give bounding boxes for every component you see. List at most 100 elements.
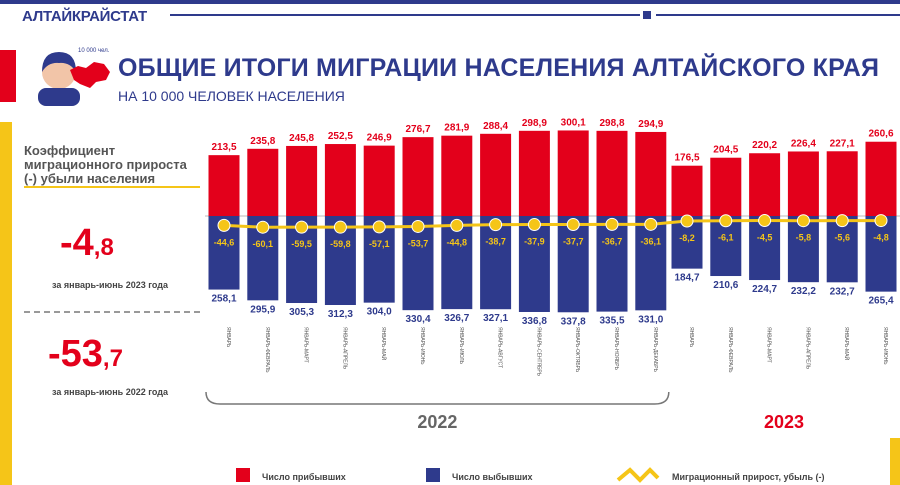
stat-divider [24,311,200,313]
legend-departures-label: Число выбывших [452,472,533,482]
arrivals-value-label: 252,5 [328,131,353,142]
growth-point [605,217,619,231]
departures-bar [635,216,667,311]
departures-value-label: 337,8 [561,316,586,327]
category-tick-label: ЯНВАРЬ-МАЙ [843,327,851,361]
arrivals-bar [635,131,667,216]
yellow-accent-strip [0,122,12,485]
growth-value-label: -59,8 [330,239,351,249]
group-label-2022: 2022 [417,412,457,432]
departures-value-label: 336,8 [522,316,547,327]
departures-value-label: 305,3 [289,307,314,318]
arrivals-bar [324,144,356,216]
category-tick-label: ЯНВАРЬ [688,327,694,348]
coefficient-label: Коэффициент миграционного прироста (-) у… [24,143,187,186]
header-rule-right [656,14,900,16]
departures-bar [865,216,897,292]
arrivals-bar [441,135,473,216]
growth-value-label: -37,7 [563,237,584,247]
arrivals-bar [286,145,318,216]
departures-value-label: 232,2 [791,286,816,297]
category-tick-label: ЯНВАРЬ-АПРЕЛЬ [804,327,810,370]
departures-value-label: 330,4 [405,314,430,325]
category-tick-label: ЯНВАРЬ-СЕНТЯБРЬ [535,327,541,377]
growth-value-label: -37,9 [524,237,545,247]
group-label-2023: 2023 [764,412,804,432]
header-square [643,11,651,19]
arrivals-value-label: 260,6 [868,129,893,140]
stat-2023-value: -4,8 [60,222,114,264]
departures-value-label: 335,5 [599,316,624,327]
departures-value-label: 295,9 [250,304,275,315]
growth-point [758,214,772,228]
person-map-icon: 10 000 чел. [38,48,110,106]
growth-point [411,219,425,233]
growth-value-label: -38,7 [485,237,506,247]
category-tick-label: ЯНВАРЬ-ОКТЯБРЬ [574,327,580,373]
departures-value-label: 304,0 [367,307,392,318]
arrivals-bar [518,130,550,216]
category-tick-label: ЯНВАРЬ-ФЕВРАЛЬ [264,327,270,373]
arrivals-value-label: 245,8 [289,133,314,144]
arrivals-value-label: 204,5 [713,145,738,156]
legend-growth-swatch [616,467,660,483]
growth-point [719,214,733,228]
growth-point [835,214,849,228]
page-title: ОБЩИЕ ИТОГИ МИГРАЦИИ НАСЕЛЕНИЯ АЛТАЙСКОГ… [118,54,880,82]
stat-2022-caption: за январь-июнь 2022 года [52,387,168,397]
arrivals-bar [826,151,858,216]
category-tick-label: ЯНВАРЬ-ФЕВРАЛЬ [727,327,733,373]
growth-value-label: -4,5 [757,233,773,243]
arrivals-value-label: 227,1 [830,138,855,149]
bracket-2022 [205,391,670,405]
page-subtitle: НА 10 000 ЧЕЛОВЕК НАСЕЛЕНИЯ [118,88,345,104]
growth-point [874,214,888,228]
arrivals-bar [208,155,240,216]
departures-value-label: 258,1 [211,294,236,305]
arrivals-bar [247,148,279,216]
category-tick-label: ЯНВАРЬ [225,327,231,348]
arrivals-value-label: 300,1 [561,117,586,128]
growth-point [333,220,347,234]
arrivals-bar [557,130,589,216]
stat-2023-caption: за январь-июнь 2023 года [52,280,168,290]
arrivals-bar [710,157,742,216]
arrivals-bar [402,137,434,216]
category-tick-label: ЯНВАРЬ-НОЯБРЬ [613,327,619,371]
growth-point [489,218,503,232]
growth-value-label: -59,5 [291,239,312,249]
growth-point [256,220,270,234]
growth-point [644,217,658,231]
arrivals-value-label: 298,8 [599,118,624,129]
stat-2022-value: -53,7 [48,333,123,375]
arrivals-value-label: 235,8 [250,136,275,147]
category-tick-label: ЯНВАРЬ-МАЙ [380,327,388,361]
growth-value-label: -8,2 [679,233,695,243]
arrivals-value-label: 246,9 [367,133,392,144]
growth-point [372,220,386,234]
departures-value-label: 184,7 [674,273,699,284]
departures-value-label: 327,1 [483,313,508,324]
arrivals-value-label: 281,9 [444,123,469,134]
departures-value-label: 331,0 [638,314,663,325]
growth-value-label: -5,8 [796,233,812,243]
arrivals-bar [480,133,512,216]
departures-value-label: 265,4 [868,296,893,307]
icon-badge-text: 10 000 чел. [78,48,110,54]
coefficient-rule [24,186,200,188]
departures-value-label: 210,6 [713,280,738,291]
arrivals-bar [787,151,819,216]
growth-value-label: -57,1 [369,239,390,249]
category-tick-label: ЯНВАРЬ-АВГУСТ [497,327,503,368]
growth-value-label: -4,8 [873,233,889,243]
growth-value-label: -5,6 [834,233,850,243]
departures-value-label: 312,3 [328,309,353,320]
legend-growth-label: Миграционный прирост, убыль (-) [672,472,825,482]
departures-bar [557,216,589,313]
departures-bar [480,216,512,310]
yellow-accent-corner [890,438,900,485]
arrivals-value-label: 294,9 [638,119,663,130]
category-tick-label: ЯНВАРЬ-АПРЕЛЬ [341,327,347,370]
growth-value-label: -53,7 [408,238,429,248]
